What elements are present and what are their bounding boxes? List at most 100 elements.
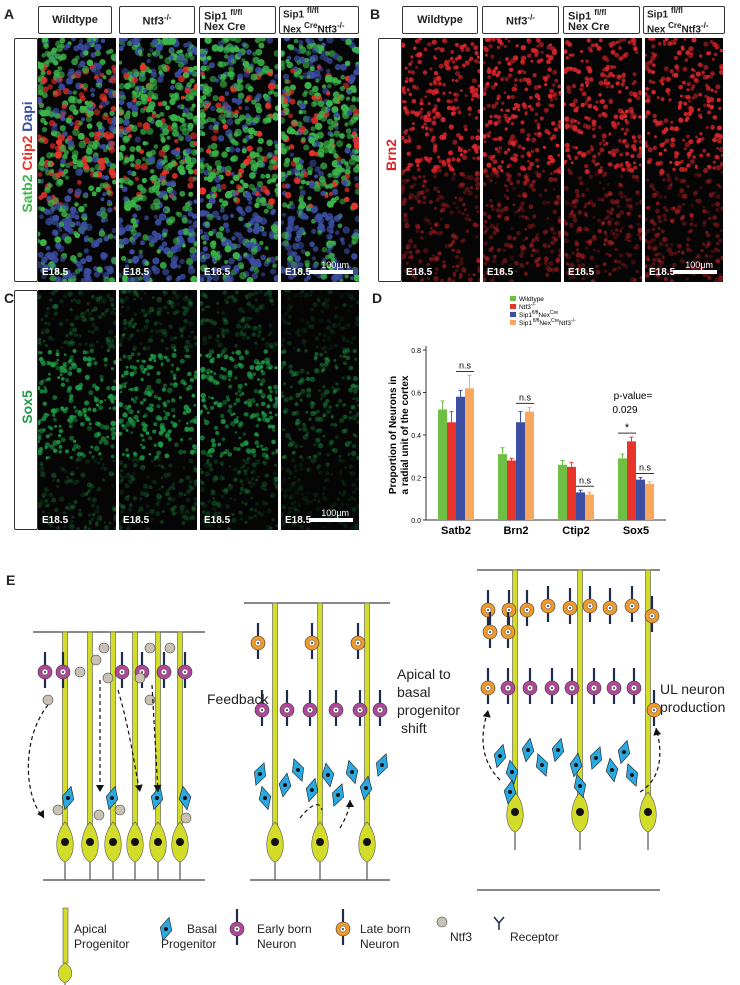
late-neuron [646,690,662,726]
nucleus [154,838,162,846]
late-neuron [540,586,556,622]
ntf3-molecule [93,809,105,821]
apical-fiber [317,602,323,827]
basal-progenitor [503,779,517,805]
micrograph-panel_b-3: E18.5 [564,38,642,282]
basal-progenitor [254,762,266,786]
legend-label: Wildtype [519,296,544,303]
micrograph-panel_a-2: E18.5 [119,38,197,282]
arrow-head [482,710,491,718]
legend-swatch [510,312,516,317]
basal-progenitor [305,777,319,803]
y-tick-label: 0.0 [411,518,421,525]
basal-progenitor [551,737,565,763]
bar-satb2-3 [456,396,465,520]
legend-label: Sip1fl/flNexCre [519,310,558,319]
early-neuron [372,690,388,726]
significance-star: * [625,422,630,434]
y-tick-label: 0.2 [411,476,421,483]
key-receptor-label: Receptor [510,930,559,944]
scale-bar-label: 100µm [685,260,713,270]
y-tick-label: 0.8 [411,348,421,355]
x-tick-label: Brn2 [503,525,528,537]
ctip2-label: Ctip2 [19,135,35,171]
late-neuron [350,623,366,659]
nucleus [271,838,279,846]
basal-progenitor [150,785,164,811]
ntf3-molecule [164,642,176,654]
arrow-head [96,785,104,792]
early-neuron [279,690,295,726]
nucleus [316,838,324,846]
early-neuron [522,668,538,704]
age-label: E18.5 [204,267,231,278]
basal-progenitor [569,752,583,778]
age-label: E18.5 [204,515,231,526]
basal-progenitor [159,916,173,942]
key-apical-progenitor-icon [57,962,73,984]
early-neuron [254,690,270,726]
age-label: E18.5 [42,267,69,278]
ns-label: n.s [459,361,472,371]
age-label: E18.5 [123,515,150,526]
panel-b-stain-label: Brn2 [378,38,402,282]
basal-progenitor [61,785,75,811]
arrow-head [346,800,354,807]
basal-progenitor [278,772,292,798]
arrow-head [153,784,162,792]
micrograph-panel_a-1: E18.5 [38,38,116,282]
basal-progenitor [536,753,548,777]
feedback-label: Feedback [207,691,269,707]
basal-progenitor [292,758,304,782]
header-a-sip1: Sip1 fl/fl Nex Cre [199,6,276,34]
x-tick-label: Sox5 [623,525,649,537]
scale-bar [673,270,717,274]
bar-sox5-2 [627,441,636,520]
header-b-sip1: Sip1 fl/fl Nex Cre [563,6,640,34]
age-label: E18.5 [285,267,312,278]
ntf3-molecule [436,916,448,928]
ntf3-molecule [180,812,192,824]
key-late-label: Late born Neuron [360,922,411,951]
legend-swatch [510,320,516,325]
age-label: E18.5 [406,267,433,278]
nucleus [61,838,69,846]
bar-brn2-4 [525,411,534,520]
ntf3-molecule [98,642,110,654]
bar-brn2-1 [498,454,507,520]
feedback-arrow [117,689,141,793]
late-neuron [582,586,598,622]
ns-label: n.s [639,463,652,473]
basal-progenitor [590,746,602,770]
basal-progenitor [626,763,638,787]
ntf3-molecule [144,694,156,706]
x-tick-label: Satb2 [441,525,471,537]
age-label: E18.5 [285,515,312,526]
early-neuron [55,652,71,688]
nucleus [576,808,584,816]
bar-brn2-3 [516,422,525,520]
legend-swatch [510,304,516,309]
y-axis-label-line1: Proportion of Neurons in [388,376,399,494]
early-neuron [114,652,130,688]
ntf3-molecule [90,654,102,666]
late-neuron [624,586,640,622]
bar-ctip2-4 [585,494,594,520]
early-neuron [302,690,318,726]
scale-bar-label: 100µm [321,508,349,518]
production-arrow [639,727,661,793]
shift-arrow [339,799,351,829]
header-a-wildtype: Wildtype [38,6,112,34]
scale-bar [309,270,353,274]
production-arrow [482,709,501,781]
y-tick-label: 0.6 [411,391,421,398]
x-tick-label: Ctip2 [562,525,590,537]
apical-fiber [132,631,138,827]
early-neuron [328,690,344,726]
age-label: E18.5 [487,267,514,278]
shift-arrow [299,804,323,819]
key-ntf3-label: Ntf3 [450,930,473,944]
key-apical-fiber [62,907,69,964]
panel-c-stain-label: Sox5 [14,290,38,530]
micrograph-panel_c-3: E18.5 [200,290,278,530]
